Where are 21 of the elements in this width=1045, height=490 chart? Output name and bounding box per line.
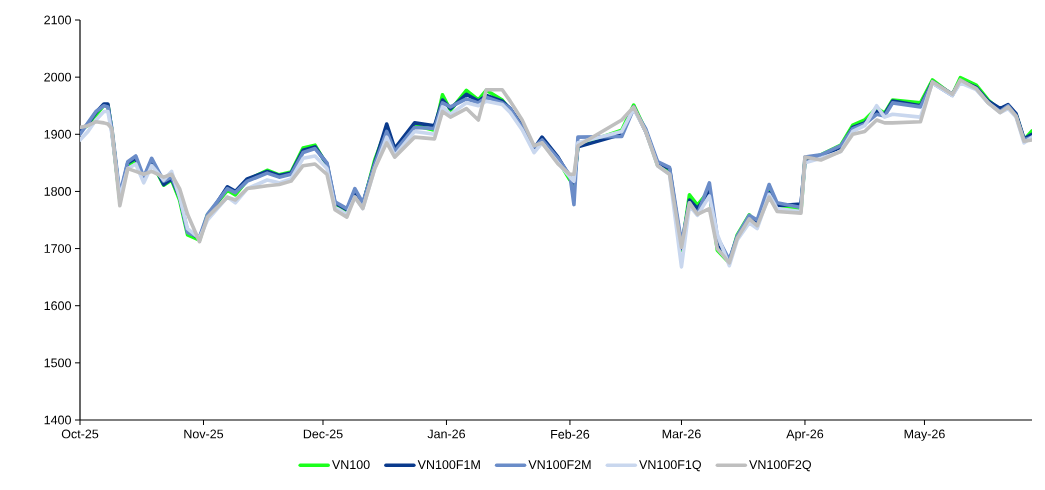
x-tick-label: May-26 (904, 429, 945, 441)
legend-label: VN100 (331, 460, 370, 470)
x-tick-label: Mar-26 (662, 429, 701, 439)
y-tick-label: 1500 (44, 358, 71, 368)
y-tick-label: 1400 (44, 415, 71, 425)
y-tick-label: 1700 (44, 244, 71, 253)
y-tick-label: 2000 (44, 72, 71, 82)
x-tick-label: Oct-25 (61, 429, 99, 439)
legend-label: VN100F2M (528, 460, 591, 470)
x-tick-label: Dec-25 (303, 429, 343, 439)
y-tick-label: 1900 (44, 129, 71, 139)
x-tick-label: Nov-25 (184, 429, 224, 439)
legend-label: VN100F2Q (749, 460, 811, 472)
legend-label: VN100F1M (417, 460, 480, 470)
x-tick-label: Feb-26 (551, 429, 590, 439)
legend-label: VN100F1Q (639, 460, 701, 472)
x-tick-label: Jan-26 (427, 429, 466, 439)
y-tick-label: 1800 (44, 187, 71, 196)
y-tick-label: 1600 (44, 301, 71, 311)
y-tick-label: 2100 (44, 15, 71, 25)
x-tick-label: Apr-26 (786, 429, 824, 441)
